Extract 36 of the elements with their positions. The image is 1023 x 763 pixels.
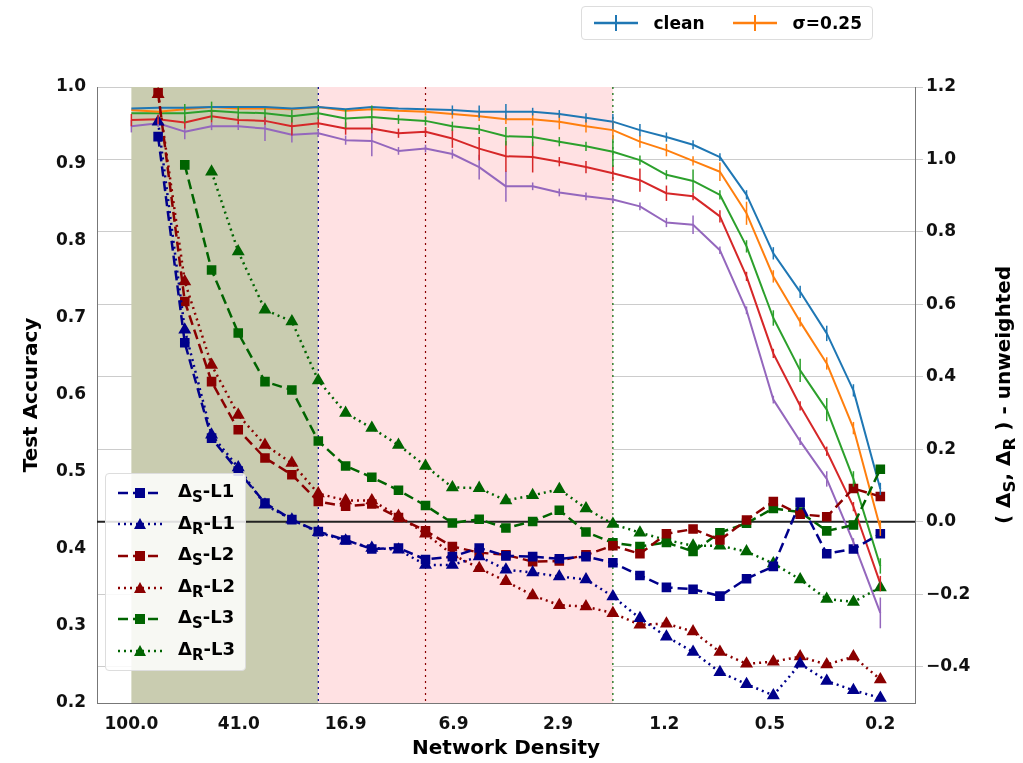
y-tick-label: 0.6 — [55, 383, 86, 404]
y2-tick-label: 0.0 — [926, 510, 957, 531]
legend-label: Δ$_{S}$-L2 — [178, 543, 235, 569]
y2-tick-label: 0.8 — [926, 220, 957, 241]
y-tick-label: 1.0 — [55, 75, 87, 96]
y2-tick-label: 0.4 — [926, 365, 957, 386]
y2-tick-label: −0.4 — [926, 655, 971, 676]
y-tick-label: 0.9 — [55, 152, 86, 173]
x-tick-label: 0.5 — [754, 712, 785, 733]
y-axis-title: Test Accuracy — [18, 317, 42, 473]
legend-label: Δ$_{S}$-L3 — [178, 606, 235, 632]
x-tick-label: 41.0 — [217, 712, 260, 733]
y-tick-label: 0.4 — [55, 537, 87, 558]
y-tick-label: 0.7 — [55, 306, 86, 327]
y-tick-label: 0.2 — [55, 691, 86, 712]
legend-label: Δ$_{R}$-L1 — [178, 511, 235, 538]
legend-label: Δ$_{S}$-L1 — [178, 480, 235, 506]
x-tick-label: 1.2 — [649, 712, 680, 733]
y2-tick-label: 1.2 — [926, 75, 957, 96]
x-tick-label: 100.0 — [104, 712, 159, 733]
legend-label: clean — [653, 13, 705, 33]
legend-label: Δ$_{R}$-L2 — [178, 574, 235, 601]
x-tick-label: 0.2 — [865, 712, 896, 733]
x-tick-label: 2.9 — [542, 712, 574, 733]
y2-tick-label: 0.6 — [926, 292, 957, 313]
x-axis-title: Network Density — [412, 735, 600, 759]
legend-label: σ=0.25 — [792, 13, 862, 33]
x-tick-label: 6.9 — [438, 712, 469, 733]
x-tick-label: 16.9 — [324, 712, 367, 733]
y-tick-label: 0.5 — [55, 460, 86, 481]
y2-tick-label: 0.2 — [926, 437, 957, 458]
y-tick-label: 0.3 — [55, 614, 86, 635]
y2-tick-label: −0.2 — [926, 582, 971, 603]
y2-tick-label: 1.0 — [926, 147, 957, 168]
legend-label: Δ$_{R}$-L3 — [178, 637, 235, 664]
y-tick-label: 0.8 — [55, 229, 86, 250]
